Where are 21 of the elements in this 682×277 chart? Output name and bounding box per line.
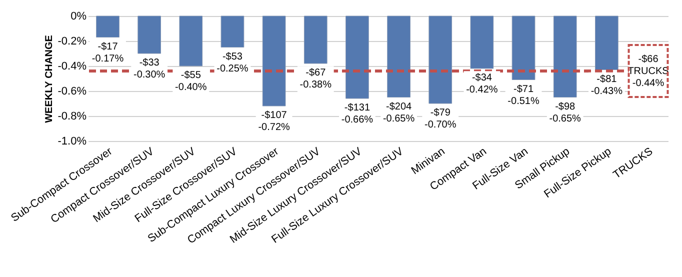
data-label: -$55 -0.40% (175, 70, 207, 93)
y-tick-label: -1.0% (58, 136, 87, 148)
y-tick-label: -0.6% (58, 86, 87, 98)
y-tick-label: -0.8% (58, 110, 87, 122)
data-label: -$107 -0.72% (258, 110, 290, 133)
y-tick-label: -0.4% (58, 60, 87, 72)
data-label: -$17 -0.17% (92, 41, 124, 64)
data-label: -$34 -0.42% (466, 72, 498, 96)
data-label: -$81 -0.43% (590, 74, 623, 97)
data-label: -$67 -0.38% (300, 68, 332, 90)
data-label: -$131 -0.66% (341, 102, 374, 126)
data-label: -$98 -0.65% (549, 101, 582, 124)
data-label: -$33 -0.30% (133, 58, 166, 80)
y-axis-title: WEEKLY CHANGE (44, 34, 55, 123)
y-tick-label: 0% (70, 10, 87, 22)
data-label: -$53 -0.25% (216, 51, 248, 74)
y-tick-label: -0.2% (58, 36, 87, 48)
data-label: -$204 -0.65% (382, 101, 415, 124)
data-label: -$71 -0.51% (508, 84, 540, 107)
data-label: -$79 -0.70% (424, 108, 456, 130)
ref-line-label: -$66 TRUCKS -0.44% (628, 54, 670, 89)
